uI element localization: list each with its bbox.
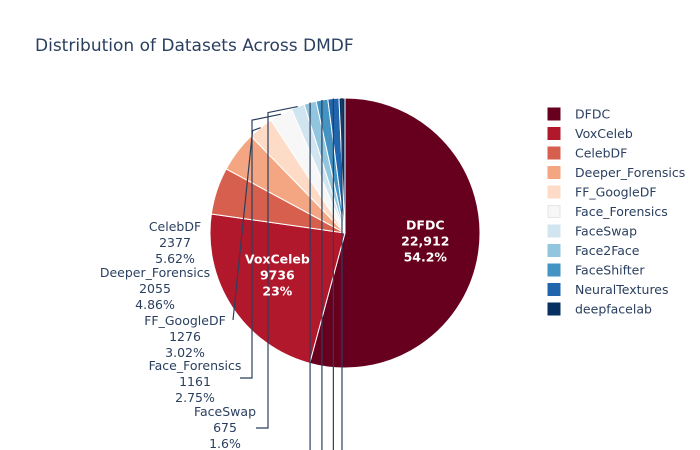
legend-label-deeper-forensics: Deeper_Forensics <box>575 165 685 180</box>
legend-swatch-faceswap <box>547 224 561 238</box>
legend-label-face2face: Face2Face <box>575 243 640 258</box>
slice-label-deeper-forensics: Deeper_Forensics 2055 4.86% <box>100 265 210 312</box>
leader-lines <box>232 98 343 450</box>
slice-label-celebdf: CelebDF 2377 5.62% <box>149 219 201 266</box>
slice-labels: DFDC 22,912 54.2% VoxCeleb 9736 23% CelebDF 237… <box>100 218 450 450</box>
legend-swatch-voxceleb <box>547 127 561 140</box>
leader-line-faceswap <box>256 105 298 429</box>
legend-label-faceswap: FaceSwap <box>575 224 637 239</box>
legend-swatch-neuraltextures <box>547 283 561 296</box>
slice-label-ff-googledf: FF_GoogleDF 1276 3.02% <box>144 313 226 360</box>
legend-swatch-dfdc <box>547 107 561 121</box>
legend-label-face-forensics: Face_Forensics <box>575 204 668 219</box>
legend-label-deepfacelab: deepfacelab <box>575 302 652 317</box>
pie-slice-dfdc <box>309 97 481 369</box>
legend-swatch-face2face <box>547 244 561 257</box>
legend-label-neuraltextures: NeuralTextures <box>575 282 669 297</box>
slice-label-voxceleb: VoxCeleb 9736 23% <box>245 252 310 299</box>
legend-label-ff-googledf: FF_GoogleDF <box>575 185 657 200</box>
legend: DFDC VoxCeleb CelebDF Deeper_Forensics FF_Go… <box>547 107 685 317</box>
legend-swatch-celebdf <box>547 146 561 160</box>
legend-swatch-ff-googledf <box>547 185 561 199</box>
pie-slice-voxceleb <box>209 213 346 364</box>
legend-label-faceshifter: FaceShifter <box>575 263 645 278</box>
legend-label-celebdf: CelebDF <box>575 146 627 161</box>
slice-label-dfdc: DFDC 22,912 54.2% <box>401 218 449 265</box>
legend-swatch-deeper-forensics <box>547 166 561 179</box>
legend-swatch-face-forensics <box>547 205 561 218</box>
slice-label-faceswap: FaceSwap 675 1.6% <box>194 404 256 450</box>
chart-title: Distribution of Datasets Across DMDF <box>35 36 354 56</box>
legend-swatch-faceshifter <box>547 263 561 277</box>
legend-swatch-deepfacelab <box>547 302 561 316</box>
legend-label-dfdc: DFDC <box>575 107 610 122</box>
slice-label-face-forensics: Face_Forensics 1161 2.75% <box>149 358 242 405</box>
leader-line-face-forensics <box>240 113 282 379</box>
legend-label-voxceleb: VoxCeleb <box>575 126 633 141</box>
